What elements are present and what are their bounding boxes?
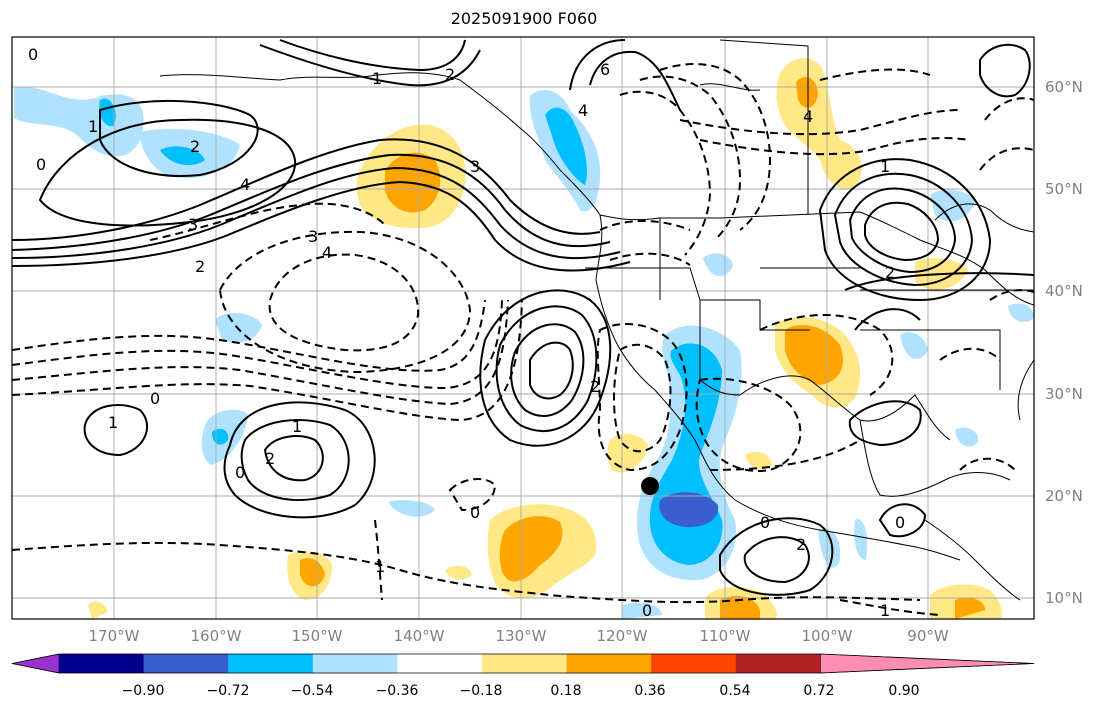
negative-contours (12, 63, 1034, 616)
contour-label: 1 (108, 413, 118, 432)
lon-label: 120°W (596, 627, 648, 645)
contour-label: 4 (803, 107, 813, 126)
shade-blue-f (388, 500, 435, 517)
storm-center-marker (641, 477, 659, 495)
colorbar-extend-low (11, 653, 60, 674)
contour-label: 1 (375, 557, 385, 576)
contour-label: 0 (235, 463, 245, 482)
lon-label: 110°W (699, 627, 751, 645)
contour-label: 1 (292, 417, 302, 436)
contour-label: 4 (240, 175, 250, 194)
colorbar-swatch (651, 654, 737, 673)
shade-cyan-a (99, 98, 116, 127)
shade-darkblue-core (659, 492, 719, 528)
colorbar-tick-label: −0.36 (375, 683, 419, 699)
contour-label: 4 (322, 243, 332, 262)
colorbar-swatch (566, 654, 652, 673)
map-title: 2025091900 F060 (450, 9, 598, 28)
positive-contours (12, 39, 1034, 596)
colorbar-swatch (482, 654, 568, 673)
colorbar-tick-label: 0.36 (634, 683, 666, 699)
colorbar-swatch (59, 654, 145, 673)
colorbar-tick-label: 0.72 (803, 683, 835, 699)
contour-label: 1 (880, 601, 890, 620)
contour-label: 0 (36, 155, 46, 174)
contour-label: 2 (796, 535, 806, 554)
colorbar-swatch (735, 654, 821, 673)
lon-label: 90°W (907, 627, 949, 645)
colorbar (11, 653, 1035, 674)
colorbar-tick-label: 0.18 (550, 683, 582, 699)
shade-orange-d (499, 516, 563, 582)
contour-label: 2 (195, 257, 205, 276)
lon-label: 160°W (190, 627, 242, 645)
shade-cyan-c (545, 107, 587, 185)
colorbar-tick-label: −0.72 (206, 683, 250, 699)
contour-label: 0 (28, 45, 38, 64)
contour-label: 2 (445, 65, 455, 84)
colorbar-outline (11, 653, 1035, 674)
contour-label: 6 (600, 60, 610, 79)
contour-label: 0 (760, 513, 770, 532)
contour-label: 3 (188, 215, 198, 234)
colorbar-swatch (397, 654, 483, 673)
contour-label: 0 (470, 503, 480, 522)
contour-label: 2 (190, 137, 200, 156)
contour-label-group: 0 1 2 3 4 6 2 3 4 1 0 2 1 0 1 2 0 4 3 2 … (28, 45, 905, 620)
lat-label: 30°N (1045, 385, 1083, 403)
colorbar-tick-label: −0.18 (459, 683, 503, 699)
colorbar-tick-label: 0.54 (719, 683, 751, 699)
shade-orange-c (785, 325, 844, 385)
graticule (12, 37, 1034, 619)
contour-label: 3 (470, 157, 480, 176)
contour-label: 0 (150, 389, 160, 408)
contour-label: 1 (88, 117, 98, 136)
shade-cyan-b (160, 146, 205, 166)
contour-label: 3 (308, 227, 318, 246)
contour-label: 0 (642, 601, 652, 620)
colorbar-tick-label: 0.90 (888, 683, 920, 699)
contour-label: 4 (578, 101, 588, 120)
contour-label: 2 (590, 377, 600, 396)
contour-label: 1 (880, 157, 890, 176)
colorbar-tick-label: −0.54 (290, 683, 334, 699)
lon-label: 140°W (393, 627, 445, 645)
lon-label: 150°W (291, 627, 343, 645)
colorbar-swatch (143, 654, 229, 673)
lat-label: 10°N (1045, 589, 1083, 607)
lat-label: 50°N (1045, 180, 1083, 198)
colorbar-swatch (312, 654, 398, 673)
contour-label: 0 (895, 513, 905, 532)
lat-label: 20°N (1045, 487, 1083, 505)
lat-label: 40°N (1045, 282, 1083, 300)
lon-label: 100°W (801, 627, 853, 645)
colorbar-tick-label: −0.90 (121, 683, 165, 699)
contour-label: 1 (372, 69, 382, 88)
colorbar-swatch (228, 654, 314, 673)
lon-label: 170°W (88, 627, 140, 645)
lat-label: 60°N (1045, 78, 1083, 96)
lon-label: 130°W (495, 627, 547, 645)
map-frame (11, 36, 1035, 620)
colorbar-extend-high (820, 653, 1035, 674)
contour-label: 2 (885, 263, 895, 282)
contour-label: 2 (265, 449, 275, 468)
